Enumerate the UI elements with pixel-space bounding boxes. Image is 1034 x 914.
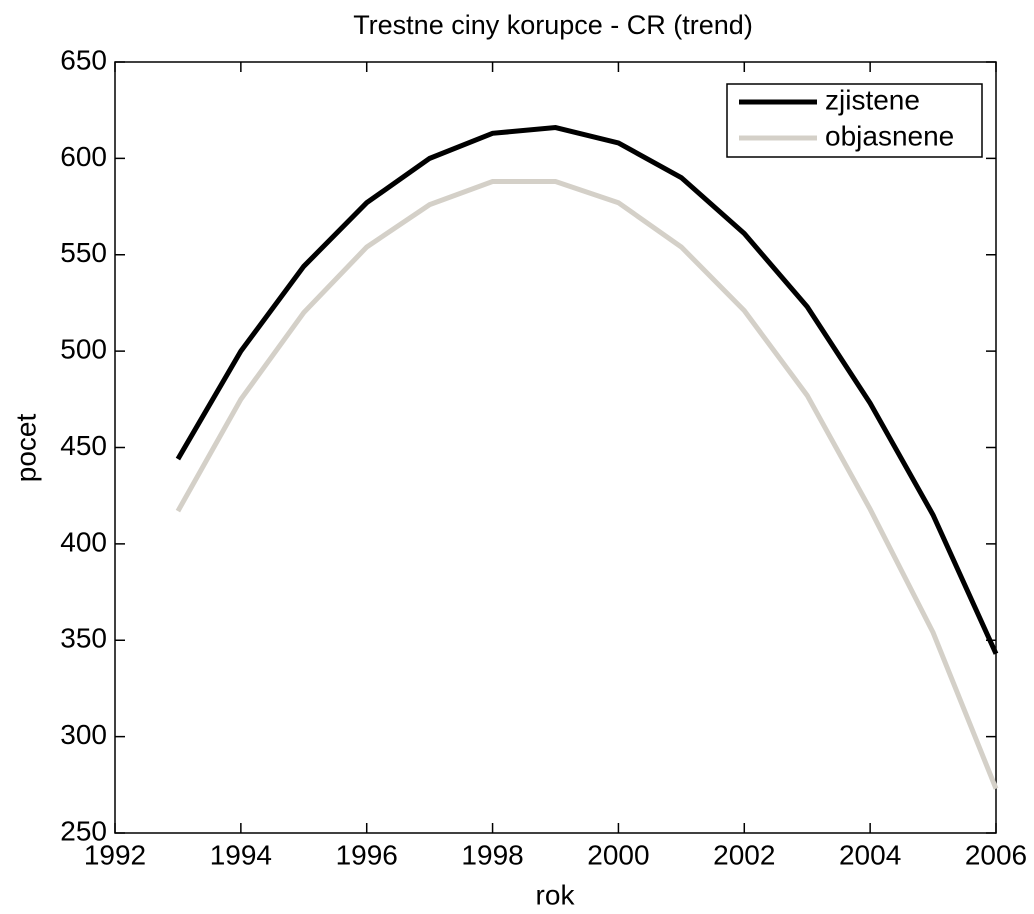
legend-label: zjistene: [825, 84, 920, 115]
x-tick-label: 2000: [587, 839, 649, 870]
y-axis-label: pocet: [10, 414, 41, 483]
y-tick-label: 450: [60, 430, 107, 461]
x-axis-label: rok: [536, 879, 576, 910]
y-tick-label: 300: [60, 719, 107, 750]
x-tick-label: 1998: [461, 839, 523, 870]
x-tick-label: 2002: [713, 839, 775, 870]
legend-box: [726, 83, 983, 158]
x-tick-label: 2004: [839, 839, 901, 870]
y-tick-label: 550: [60, 237, 107, 268]
y-tick-label: 250: [60, 815, 107, 846]
y-tick-label: 600: [60, 141, 107, 172]
x-tick-label: 1994: [210, 839, 272, 870]
series-line: [175, 179, 999, 790]
series-line: [175, 125, 999, 655]
chart-title: Trestne ciny korupce - CR (trend): [353, 10, 753, 40]
x-tick-label: 1992: [84, 839, 146, 870]
plot-frame: [114, 61, 997, 834]
y-tick-label: 650: [60, 44, 107, 75]
x-tick-label: 2006: [965, 839, 1027, 870]
y-tick-label: 400: [60, 526, 107, 557]
legend-label: objasnene: [825, 120, 954, 151]
x-tick-label: 1996: [336, 839, 398, 870]
y-tick-label: 500: [60, 334, 107, 365]
y-tick-label: 350: [60, 623, 107, 654]
